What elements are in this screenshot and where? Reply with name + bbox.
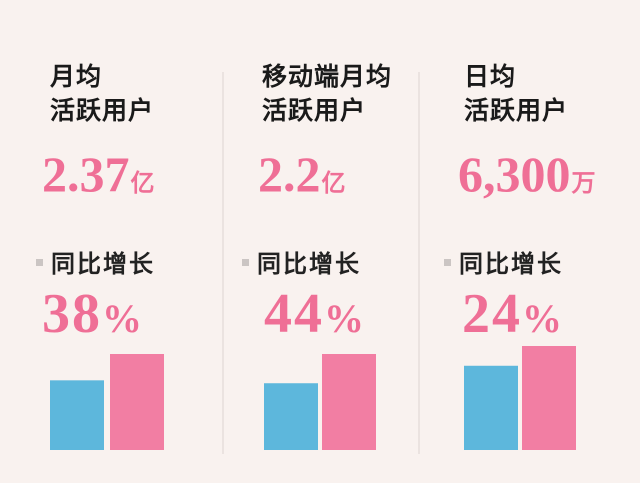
- bullet-square-icon: [36, 259, 43, 267]
- bar-chart-panel-3: [464, 346, 576, 450]
- yoy-number: 44: [264, 283, 324, 345]
- metric-unit: 万: [571, 171, 596, 197]
- bullet-square-icon: [242, 259, 249, 267]
- panel-title: 日均 活跃用户: [464, 60, 568, 128]
- panel-mobile-monthly-active-users: 移动端月均 活跃用户 2.2亿 同比增长 44%: [212, 0, 418, 483]
- metric-number: 6,300: [458, 146, 571, 202]
- bar-chart-panel-2: [264, 354, 376, 450]
- panel-title-line1: 移动端月均: [262, 63, 393, 91]
- panel-title-line2: 活跃用户: [50, 97, 155, 125]
- yoy-percent-sign: %: [522, 296, 562, 341]
- bar-current-year: [322, 354, 376, 450]
- metric-value: 6,300万: [458, 145, 596, 203]
- bullet-square-icon: [444, 259, 451, 267]
- yoy-label-text: 同比增长: [459, 251, 563, 278]
- panel-title-line2: 活跃用户: [262, 97, 367, 125]
- yoy-value: 38%: [42, 282, 142, 346]
- metric-value: 2.37亿: [42, 145, 155, 203]
- yoy-percent-sign: %: [324, 296, 364, 341]
- metric-unit: 亿: [130, 171, 155, 197]
- yoy-value: 24%: [462, 282, 562, 346]
- yoy-number: 38: [42, 283, 102, 345]
- panel-title-line1: 日均: [464, 63, 517, 91]
- column-divider-2: [418, 72, 420, 454]
- bar-previous-year: [464, 365, 518, 450]
- yoy-label-text: 同比增长: [51, 251, 155, 278]
- panel-daily-active-users: 日均 活跃用户 6,300万 同比增长 24%: [418, 0, 640, 483]
- column-divider-1: [222, 72, 224, 454]
- yoy-label: 同比增长: [242, 244, 361, 279]
- yoy-label-text: 同比增长: [257, 251, 361, 278]
- panel-monthly-active-users: 月均 活跃用户 2.37亿 同比增长 38%: [0, 0, 212, 483]
- yoy-percent-sign: %: [102, 296, 142, 341]
- bar-current-year: [522, 346, 576, 450]
- panel-title: 月均 活跃用户: [50, 60, 154, 128]
- bar-current-year: [110, 354, 164, 450]
- panel-title: 移动端月均 活跃用户: [262, 60, 392, 128]
- metric-unit: 亿: [321, 171, 346, 197]
- yoy-label: 同比增长: [444, 244, 563, 279]
- bar-previous-year: [50, 380, 104, 450]
- panel-title-line2: 活跃用户: [464, 97, 569, 125]
- bar-chart-panel-1: [50, 354, 164, 450]
- yoy-label: 同比增长: [36, 244, 155, 279]
- metric-value: 2.2亿: [258, 145, 346, 203]
- metric-number: 2.2: [258, 146, 321, 202]
- panel-title-line1: 月均: [50, 63, 103, 91]
- metric-number: 2.37: [42, 146, 130, 202]
- yoy-number: 24: [462, 283, 522, 345]
- bar-previous-year: [264, 383, 318, 450]
- yoy-value: 44%: [264, 282, 364, 346]
